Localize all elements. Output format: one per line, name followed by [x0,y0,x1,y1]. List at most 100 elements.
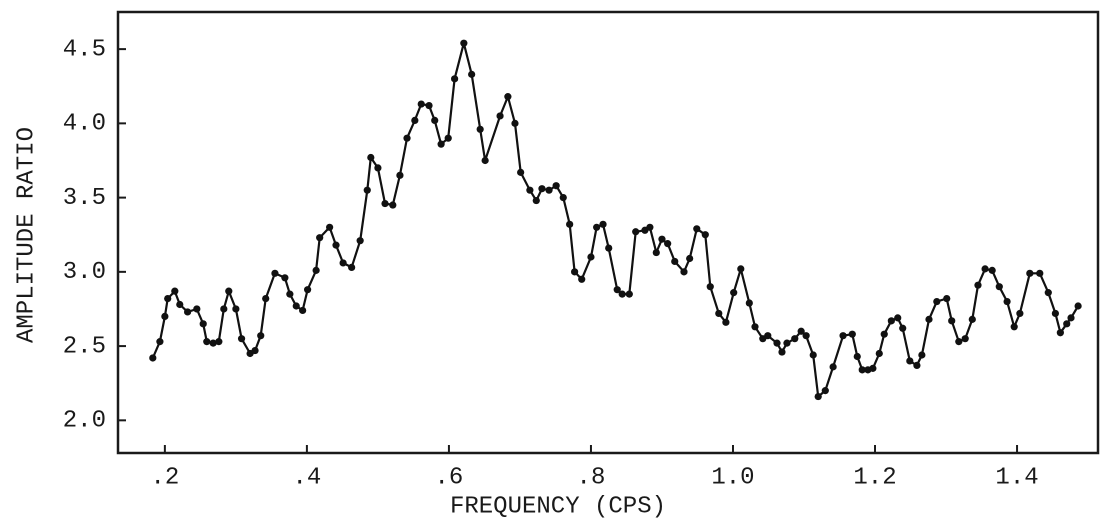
data-point [671,257,679,266]
data-point [215,338,223,346]
data-point [751,323,759,331]
data-point [403,134,411,142]
data-point [995,283,1003,291]
data-point [220,305,228,313]
data-point [745,299,753,307]
data-point [312,266,320,274]
y-tick-label: 4.5 [63,36,106,63]
data-point [722,318,730,326]
data-point [203,338,211,346]
data-point [425,101,433,110]
data-point [1056,329,1064,337]
data-point [887,317,895,325]
data-point [237,335,246,343]
data-point [417,100,425,108]
data-point [706,283,714,291]
data-point [176,300,184,309]
data-point [791,335,799,343]
data-point [869,364,877,372]
data-point [339,259,347,267]
data-point [552,182,560,190]
y-tick-label: 3.5 [63,185,106,212]
data-point [632,228,640,236]
data-point [571,268,579,276]
data-point [797,327,805,335]
data-point [593,223,601,231]
data-point [451,75,459,83]
x-tick-label: .8 [577,464,606,491]
data-point [381,199,389,208]
x-tick-label: .6 [435,464,464,491]
data-point [481,156,489,165]
y-tick-label: 4.0 [63,111,106,138]
data-point [257,332,265,340]
data-point [918,351,926,359]
data-point [858,366,866,374]
data-point [511,119,519,127]
data-point [363,186,371,194]
data-point [1051,309,1059,318]
data-point [955,338,963,346]
data-point [1010,323,1018,331]
data-point [460,39,468,47]
x-axis-label: FREQUENCY (CPS) [450,493,666,520]
data-point [149,354,157,362]
data-point [1003,297,1011,306]
data-point [802,332,810,340]
data-point [853,352,861,361]
data-point [271,269,279,277]
data-point [948,317,956,325]
data-point [578,275,586,283]
data-point [1026,269,1034,277]
data-point [164,294,172,303]
data-point [599,220,607,228]
data-point [281,274,289,282]
data-point [199,320,207,328]
data-point [605,244,613,252]
data-point [1044,289,1052,297]
data-point [764,332,772,340]
data-point [737,265,745,273]
data-point [783,339,791,347]
data-point [517,168,525,176]
data-point [183,308,192,316]
data-point [389,201,397,209]
data-point [981,265,989,273]
data-point [156,338,164,346]
data-point [778,348,786,356]
data-point [680,268,688,276]
y-tick-label: 3.0 [63,259,106,286]
data-point [943,294,951,303]
data-point [848,330,856,338]
data-point [968,315,976,323]
x-tick-label: 1.0 [711,464,754,491]
data-point [730,289,738,297]
data-point [839,332,847,340]
data-point [367,153,375,162]
data-point [496,112,504,120]
data-point [899,324,907,332]
data-point [526,186,534,194]
data-point [232,305,240,313]
x-tick-label: 1.2 [853,464,896,491]
data-point [332,241,340,249]
data-point [821,387,829,395]
data-point [880,330,888,338]
data-line [151,42,1080,398]
data-point [566,220,574,228]
y-axis-label: AMPLITUDE RATIO [13,127,40,343]
data-point [894,314,902,322]
data-point [974,281,982,289]
data-point [356,237,364,245]
data-point [829,363,837,371]
data-point [559,194,567,202]
data-point [652,248,660,257]
data-point [925,315,933,323]
data-point [961,335,969,343]
data-point [658,235,666,243]
data-point [988,266,996,274]
data-point [161,312,169,320]
data-point [193,305,201,313]
data-point [262,294,270,303]
data-point [625,290,633,298]
